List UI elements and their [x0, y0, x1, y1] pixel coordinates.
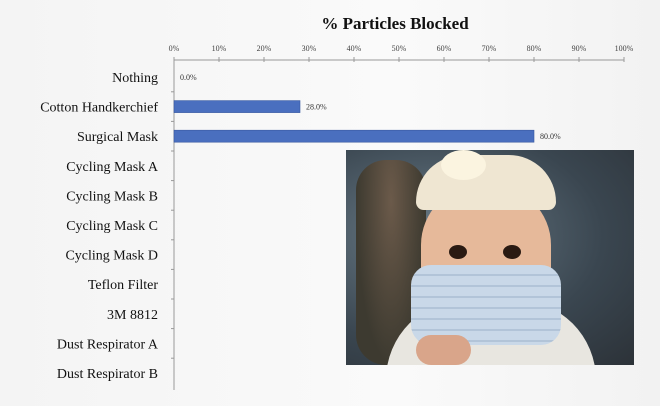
- baby-mask-photo: [346, 150, 634, 365]
- data-label: 28.0%: [306, 103, 327, 112]
- x-tick-label: 20%: [257, 44, 272, 53]
- x-tick-label: 30%: [302, 44, 317, 53]
- chart-title: % Particles Blocked: [321, 14, 469, 33]
- data-label: 80.0%: [540, 132, 561, 141]
- x-tick-label: 40%: [347, 44, 362, 53]
- eye: [449, 245, 467, 259]
- x-tick-label: 80%: [527, 44, 542, 53]
- headband: [416, 155, 556, 210]
- eye: [503, 245, 521, 259]
- category-label: Cycling Mask C: [66, 219, 158, 234]
- x-tick-label: 90%: [572, 44, 587, 53]
- category-label: Nothing: [112, 71, 158, 86]
- x-tick-label: 70%: [482, 44, 497, 53]
- category-label: Cycling Mask A: [66, 160, 159, 175]
- data-label: 0.0%: [180, 73, 197, 82]
- x-tick-label: 10%: [212, 44, 227, 53]
- category-label: 3M 8812: [107, 308, 158, 323]
- bow: [441, 150, 486, 180]
- x-tick-label: 50%: [392, 44, 407, 53]
- category-label: Cycling Mask B: [66, 189, 158, 204]
- category-label: Cotton Handkerchief: [40, 101, 158, 116]
- bar: [173, 129, 535, 143]
- x-tick-label: 100%: [615, 44, 634, 53]
- surgical-mask: [411, 265, 561, 345]
- x-tick-label: 60%: [437, 44, 452, 53]
- category-label: Dust Respirator B: [57, 367, 158, 382]
- category-label: Cycling Mask D: [65, 249, 158, 264]
- category-label: Dust Respirator A: [57, 337, 159, 352]
- category-label: Teflon Filter: [88, 278, 159, 293]
- x-tick-label: 0%: [169, 44, 180, 53]
- bar: [173, 100, 301, 113]
- category-label: Surgical Mask: [77, 130, 158, 145]
- hand: [416, 335, 471, 365]
